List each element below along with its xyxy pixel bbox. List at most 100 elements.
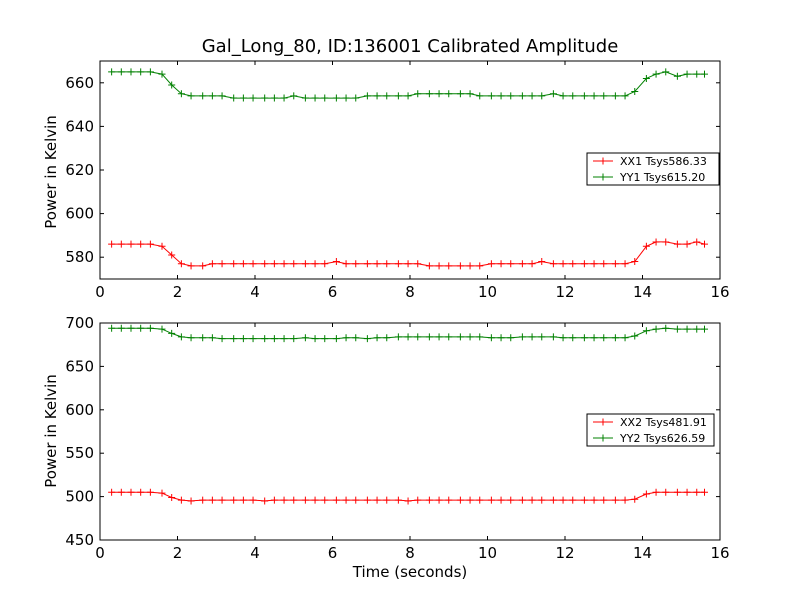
data-point-1-1-3 bbox=[137, 324, 145, 332]
data-point-0-1-30 bbox=[414, 90, 422, 98]
y-tick-label: 550 bbox=[65, 444, 94, 462]
data-point-0-0-33 bbox=[445, 262, 453, 270]
data-point-0-1-56 bbox=[683, 70, 691, 78]
data-point-1-1-44 bbox=[559, 334, 567, 342]
data-point-1-0-12 bbox=[230, 496, 238, 504]
data-point-1-1-5 bbox=[158, 325, 166, 333]
data-point-1-0-30 bbox=[414, 496, 422, 504]
data-point-0-0-37 bbox=[487, 260, 495, 268]
data-point-1-0-20 bbox=[311, 496, 319, 504]
data-point-0-1-43 bbox=[549, 90, 557, 98]
data-point-0-1-4 bbox=[146, 68, 154, 76]
legend-marker bbox=[599, 418, 607, 426]
x-axis-label: Time (seconds) bbox=[352, 563, 468, 581]
data-point-1-1-35 bbox=[466, 333, 474, 341]
data-point-0-1-6 bbox=[168, 81, 176, 89]
data-point-1-1-23 bbox=[342, 334, 350, 342]
data-point-1-1-21 bbox=[321, 335, 329, 343]
data-point-0-0-48 bbox=[600, 260, 608, 268]
data-point-1-1-37 bbox=[487, 334, 495, 342]
data-point-1-0-47 bbox=[590, 496, 598, 504]
data-point-0-0-54 bbox=[662, 238, 670, 246]
data-point-0-1-57 bbox=[693, 70, 701, 78]
data-point-1-0-48 bbox=[600, 496, 608, 504]
data-point-1-1-4 bbox=[146, 324, 154, 332]
x-tick-label: 4 bbox=[250, 283, 260, 301]
data-point-1-0-17 bbox=[280, 496, 288, 504]
data-point-0-1-34 bbox=[456, 90, 464, 98]
data-point-0-1-12 bbox=[230, 94, 238, 102]
data-point-0-1-7 bbox=[177, 90, 185, 98]
data-point-1-0-34 bbox=[456, 496, 464, 504]
x-tick-label: 6 bbox=[328, 283, 338, 301]
data-point-1-1-29 bbox=[404, 333, 412, 341]
data-point-1-0-8 bbox=[187, 497, 195, 505]
data-point-0-1-53 bbox=[652, 70, 660, 78]
legend-label: YY1 Tsys615.20 bbox=[619, 171, 705, 184]
data-point-0-1-49 bbox=[611, 92, 619, 100]
data-point-1-1-10 bbox=[208, 334, 216, 342]
y-tick-label: 620 bbox=[65, 161, 94, 179]
data-point-1-1-46 bbox=[580, 334, 588, 342]
data-point-0-1-48 bbox=[600, 92, 608, 100]
data-point-1-1-43 bbox=[549, 333, 557, 341]
data-point-0-0-3 bbox=[137, 240, 145, 248]
data-point-1-0-14 bbox=[249, 496, 257, 504]
chart-top: Gal_Long_80, ID:136001 Calibrated Amplit… bbox=[42, 36, 730, 301]
data-point-0-0-27 bbox=[383, 260, 391, 268]
data-point-0-1-55 bbox=[673, 72, 681, 80]
data-point-1-1-55 bbox=[673, 325, 681, 333]
data-point-1-0-2 bbox=[127, 488, 135, 496]
y-axis-label-bottom: Power in Kelvin bbox=[42, 374, 60, 488]
x-tick-label: 4 bbox=[250, 544, 260, 562]
data-point-1-0-29 bbox=[404, 497, 412, 505]
data-point-1-0-25 bbox=[363, 496, 371, 504]
data-point-1-0-5 bbox=[158, 489, 166, 497]
data-point-0-1-18 bbox=[290, 92, 298, 100]
data-point-1-1-36 bbox=[476, 333, 484, 341]
data-point-1-0-38 bbox=[497, 496, 505, 504]
data-point-0-0-39 bbox=[507, 260, 515, 268]
data-point-1-0-56 bbox=[683, 488, 691, 496]
data-point-1-1-20 bbox=[311, 335, 319, 343]
data-point-1-1-14 bbox=[249, 335, 257, 343]
data-point-1-0-52 bbox=[642, 490, 650, 498]
data-point-1-1-9 bbox=[199, 334, 207, 342]
data-point-1-1-34 bbox=[456, 333, 464, 341]
data-point-1-1-30 bbox=[414, 333, 422, 341]
data-point-1-1-27 bbox=[383, 334, 391, 342]
data-point-1-0-33 bbox=[445, 496, 453, 504]
chart-bottom: Time (seconds) Power in Kelvin 0 2 4 6 8 10 12… bbox=[42, 314, 730, 581]
data-point-0-1-29 bbox=[404, 92, 412, 100]
data-point-1-0-36 bbox=[476, 496, 484, 504]
data-point-0-1-54 bbox=[662, 68, 670, 76]
data-point-0-1-5 bbox=[158, 70, 166, 78]
data-point-0-1-0 bbox=[108, 68, 116, 76]
data-point-0-1-38 bbox=[497, 92, 505, 100]
data-point-0-1-45 bbox=[569, 92, 577, 100]
data-point-0-0-19 bbox=[301, 260, 309, 268]
data-point-0-1-2 bbox=[127, 68, 135, 76]
data-point-0-0-25 bbox=[363, 260, 371, 268]
data-point-1-0-9 bbox=[199, 496, 207, 504]
data-point-0-1-22 bbox=[332, 94, 340, 102]
data-point-1-0-39 bbox=[507, 496, 515, 504]
y-tick-label: 600 bbox=[65, 205, 94, 223]
data-point-0-0-49 bbox=[611, 260, 619, 268]
data-point-0-0-53 bbox=[652, 238, 660, 246]
data-point-1-1-56 bbox=[683, 325, 691, 333]
data-point-1-0-1 bbox=[117, 488, 125, 496]
data-point-1-0-55 bbox=[673, 488, 681, 496]
data-point-0-0-17 bbox=[280, 260, 288, 268]
data-point-1-0-22 bbox=[332, 496, 340, 504]
x-tick-label: 6 bbox=[328, 544, 338, 562]
data-point-0-1-15 bbox=[261, 94, 269, 102]
x-tick-label: 16 bbox=[710, 544, 729, 562]
data-point-1-0-57 bbox=[693, 488, 701, 496]
data-point-1-1-0 bbox=[108, 324, 116, 332]
data-point-1-1-8 bbox=[187, 334, 195, 342]
legend-label: YY2 Tsys626.59 bbox=[619, 432, 705, 445]
data-point-0-1-33 bbox=[445, 90, 453, 98]
data-point-0-0-20 bbox=[311, 260, 319, 268]
